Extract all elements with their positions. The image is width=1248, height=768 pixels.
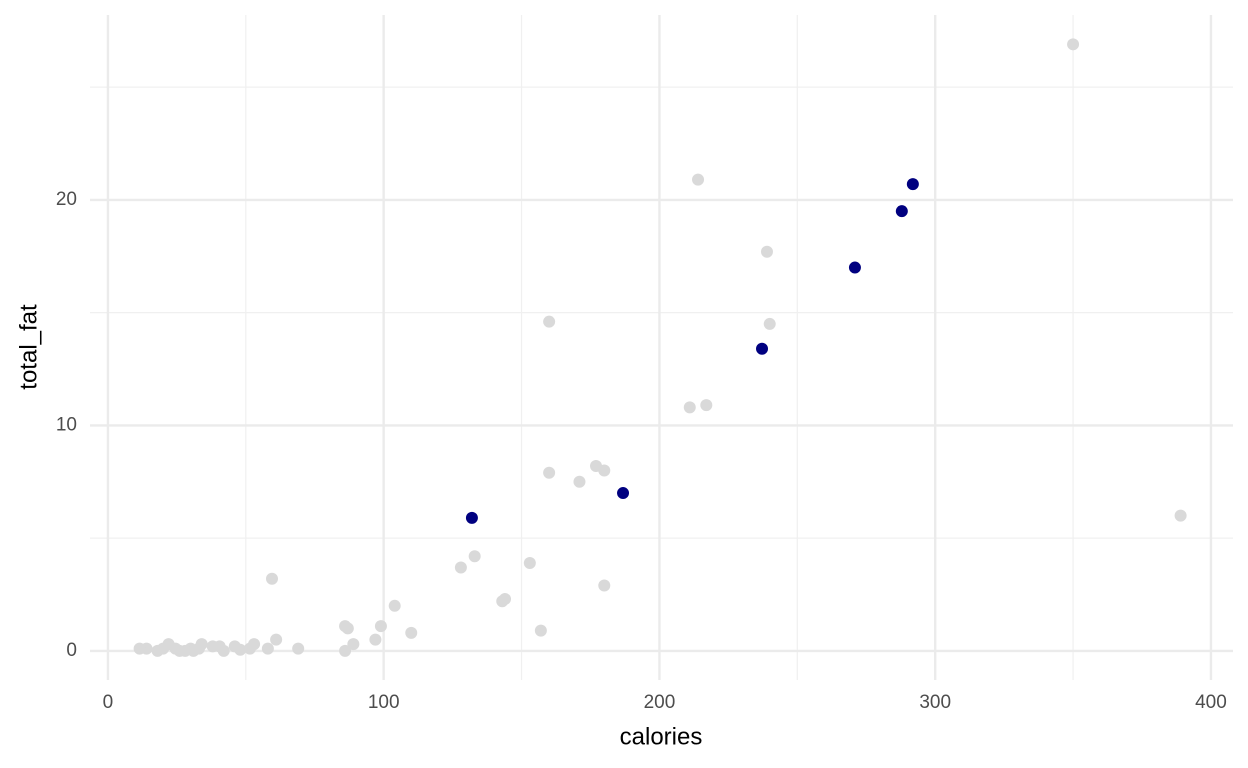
point [543,466,556,479]
point [270,633,283,646]
point [617,487,630,500]
point [388,599,401,612]
point [468,550,481,563]
point [895,205,908,218]
point [573,475,586,488]
point [454,561,467,574]
point [683,401,696,414]
point [692,173,705,186]
x-tick-label: 0 [103,692,114,713]
point [347,638,360,651]
point [465,511,478,524]
point [339,644,352,657]
x-tick-label: 100 [368,692,400,713]
x-tick-label: 400 [1195,692,1227,713]
point [543,315,556,328]
point [1174,509,1187,522]
y-tick-label: 20 [56,189,77,210]
point [763,317,776,330]
point [756,342,769,355]
y-tick-label: 10 [56,414,77,435]
point [243,642,256,655]
point [151,644,164,657]
point [292,642,305,655]
x-tick-label: 300 [919,692,951,713]
point [598,464,611,477]
point [906,178,919,191]
point [265,572,278,585]
point [405,626,418,639]
point [598,579,611,592]
point [261,642,274,655]
point [534,624,547,637]
point [848,261,861,274]
point [206,640,219,653]
point [341,622,354,635]
point [760,245,773,258]
x-tick-label: 200 [644,692,676,713]
point [228,640,241,653]
point [523,556,536,569]
y-axis-title: total_fat [15,304,42,390]
point [499,593,512,606]
point [133,642,146,655]
x-axis-title: calories [620,723,703,750]
point [374,620,387,633]
y-tick-label: 0 [66,640,77,661]
point [700,399,713,412]
point [369,633,382,646]
point [1067,38,1080,51]
